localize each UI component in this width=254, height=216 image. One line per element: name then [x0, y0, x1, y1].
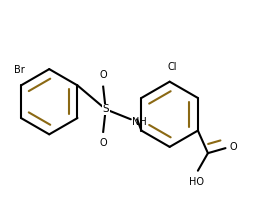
Text: O: O	[99, 138, 107, 148]
Text: NH: NH	[132, 117, 147, 127]
Text: Br: Br	[14, 65, 25, 75]
Text: HO: HO	[189, 177, 204, 187]
Text: Cl: Cl	[167, 62, 177, 72]
Text: O: O	[99, 70, 107, 80]
Text: O: O	[229, 142, 237, 152]
Text: S: S	[102, 104, 109, 114]
